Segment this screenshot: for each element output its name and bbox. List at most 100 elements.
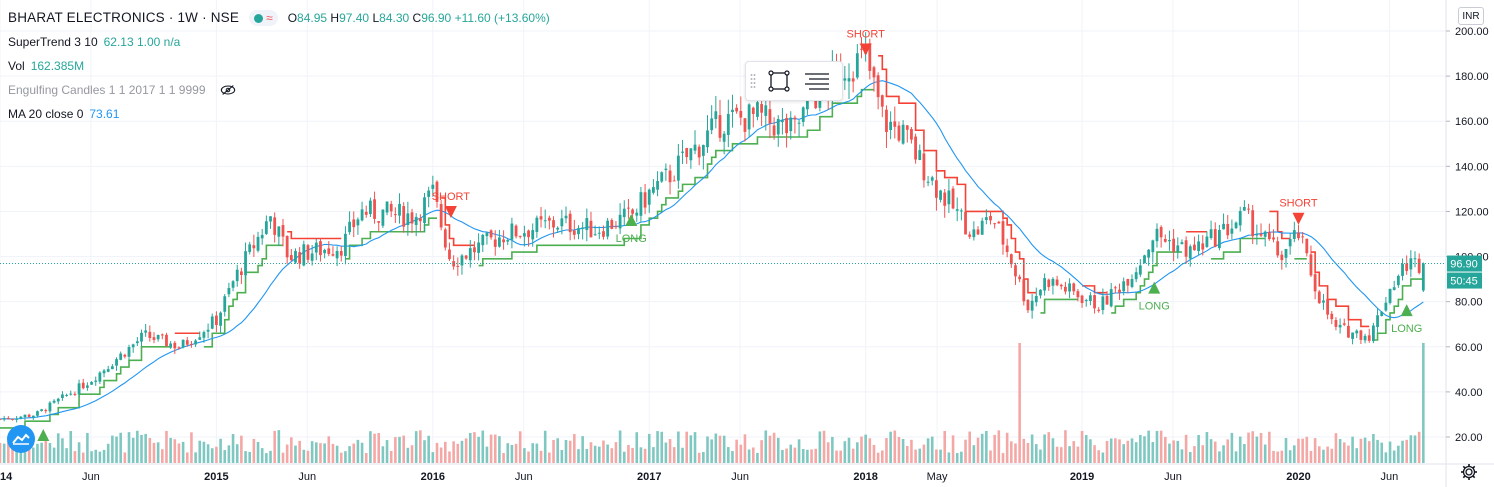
gear-icon[interactable] (1460, 463, 1478, 481)
volume-bar (69, 431, 73, 463)
volume-bar (1363, 437, 1367, 463)
volume-bar (901, 439, 905, 463)
candle (11, 418, 14, 421)
candle-body (1055, 279, 1059, 286)
candle (635, 208, 639, 222)
volume-bar (610, 448, 614, 463)
volume-bar (643, 448, 647, 463)
candle-body (123, 354, 127, 357)
candle-body (1280, 254, 1284, 261)
candle (81, 378, 85, 390)
signal-label: SHORT (432, 191, 471, 203)
tradingview-logo-icon[interactable] (7, 425, 35, 453)
candle-body (993, 223, 997, 225)
candle (693, 130, 697, 155)
volume-bar (1201, 445, 1205, 463)
candle-body (1209, 229, 1213, 239)
time-tick-label: Jun (515, 471, 533, 483)
rectangle-icon[interactable] (760, 65, 798, 97)
supertrend-up-line (0, 345, 171, 429)
candle-body (1026, 300, 1030, 311)
candle-body (1105, 295, 1109, 305)
candle (223, 293, 227, 317)
ma-value: 73.61 (89, 107, 120, 121)
volume-bar (169, 437, 172, 463)
lines-menu-icon[interactable] (798, 65, 836, 97)
supertrend-up-line (203, 244, 284, 348)
candle (364, 205, 368, 218)
indicator-supertrend[interactable]: SuperTrend 3 10 62.13 1.00 n/a (8, 30, 550, 54)
volume-bar (1405, 439, 1408, 463)
candle-body (597, 232, 601, 234)
volume-bar (593, 445, 597, 463)
candle-body (1301, 236, 1305, 238)
candle-body (805, 94, 809, 110)
candle (52, 399, 56, 404)
candle (1242, 200, 1246, 211)
candle-body (477, 242, 481, 253)
volume-bar (477, 436, 480, 463)
candle-body (1213, 229, 1217, 247)
indicator-engulfing[interactable]: Engulfing Candles 1 1 2017 1 1 9999 (8, 78, 550, 102)
candle-body (360, 209, 364, 221)
volume-bar (814, 448, 818, 463)
candle (1001, 216, 1005, 255)
volume-bar (647, 433, 651, 463)
candle-body (722, 133, 726, 142)
volume-bar (481, 430, 485, 463)
volume-bar (381, 446, 385, 463)
price-tick-label: 200.00 (1455, 26, 1489, 38)
candle-body (1188, 246, 1192, 259)
volume-bar (922, 444, 926, 463)
candle (656, 171, 659, 197)
supertrend-up-line (1211, 237, 1266, 260)
candle (947, 179, 951, 213)
candle-body (1051, 278, 1055, 286)
candle-body (65, 394, 68, 396)
candle-body (489, 230, 493, 238)
candle-body (410, 212, 414, 224)
candle-body (260, 234, 264, 239)
price-tick-label: 40.00 (1455, 387, 1483, 399)
candle (506, 238, 510, 246)
volume-bar (1188, 452, 1192, 463)
candle-body (1147, 249, 1151, 258)
volume-bar (1051, 438, 1055, 463)
volume-bar (235, 444, 239, 463)
status-pill[interactable]: ≈ (249, 10, 278, 26)
drawing-toolbox[interactable] (745, 61, 843, 101)
volume-bar (15, 450, 18, 463)
volume-bar (564, 440, 568, 463)
eye-slash-icon[interactable] (220, 84, 236, 96)
candle-body (560, 218, 564, 227)
volume-bar (1247, 432, 1250, 463)
candle-body (1064, 286, 1067, 292)
candle-body (693, 144, 697, 151)
candle (252, 234, 256, 257)
candle (185, 336, 189, 347)
supertrend-down-line (287, 230, 342, 240)
symbol-row: BHARAT ELECTRONICS · 1W · NSE ≈ O84.95 H… (8, 6, 550, 30)
indicator-volume[interactable]: Vol 162.385M (8, 54, 550, 78)
volume-bar (173, 439, 177, 463)
indicator-ma[interactable]: MA 20 close 0 73.61 (8, 102, 550, 126)
candle-body (498, 237, 501, 247)
volume-bar (1392, 450, 1396, 463)
volume-bar (290, 437, 293, 463)
volume-bar (585, 448, 589, 463)
wave-icon: ≈ (266, 11, 273, 25)
candle-body (1047, 279, 1051, 288)
drag-handle-icon[interactable] (746, 62, 760, 100)
candle (1113, 285, 1117, 294)
candle (1130, 274, 1134, 289)
volume-bar (327, 436, 331, 463)
volume-bar (635, 432, 639, 463)
candle (855, 44, 859, 80)
candle (781, 107, 784, 135)
symbol-title[interactable]: BHARAT ELECTRONICS · 1W · NSE (8, 10, 240, 25)
volume-bar (339, 452, 343, 463)
currency-label[interactable]: INR (1458, 7, 1484, 25)
volume-bar (419, 430, 422, 463)
volume-bar (1180, 449, 1184, 463)
